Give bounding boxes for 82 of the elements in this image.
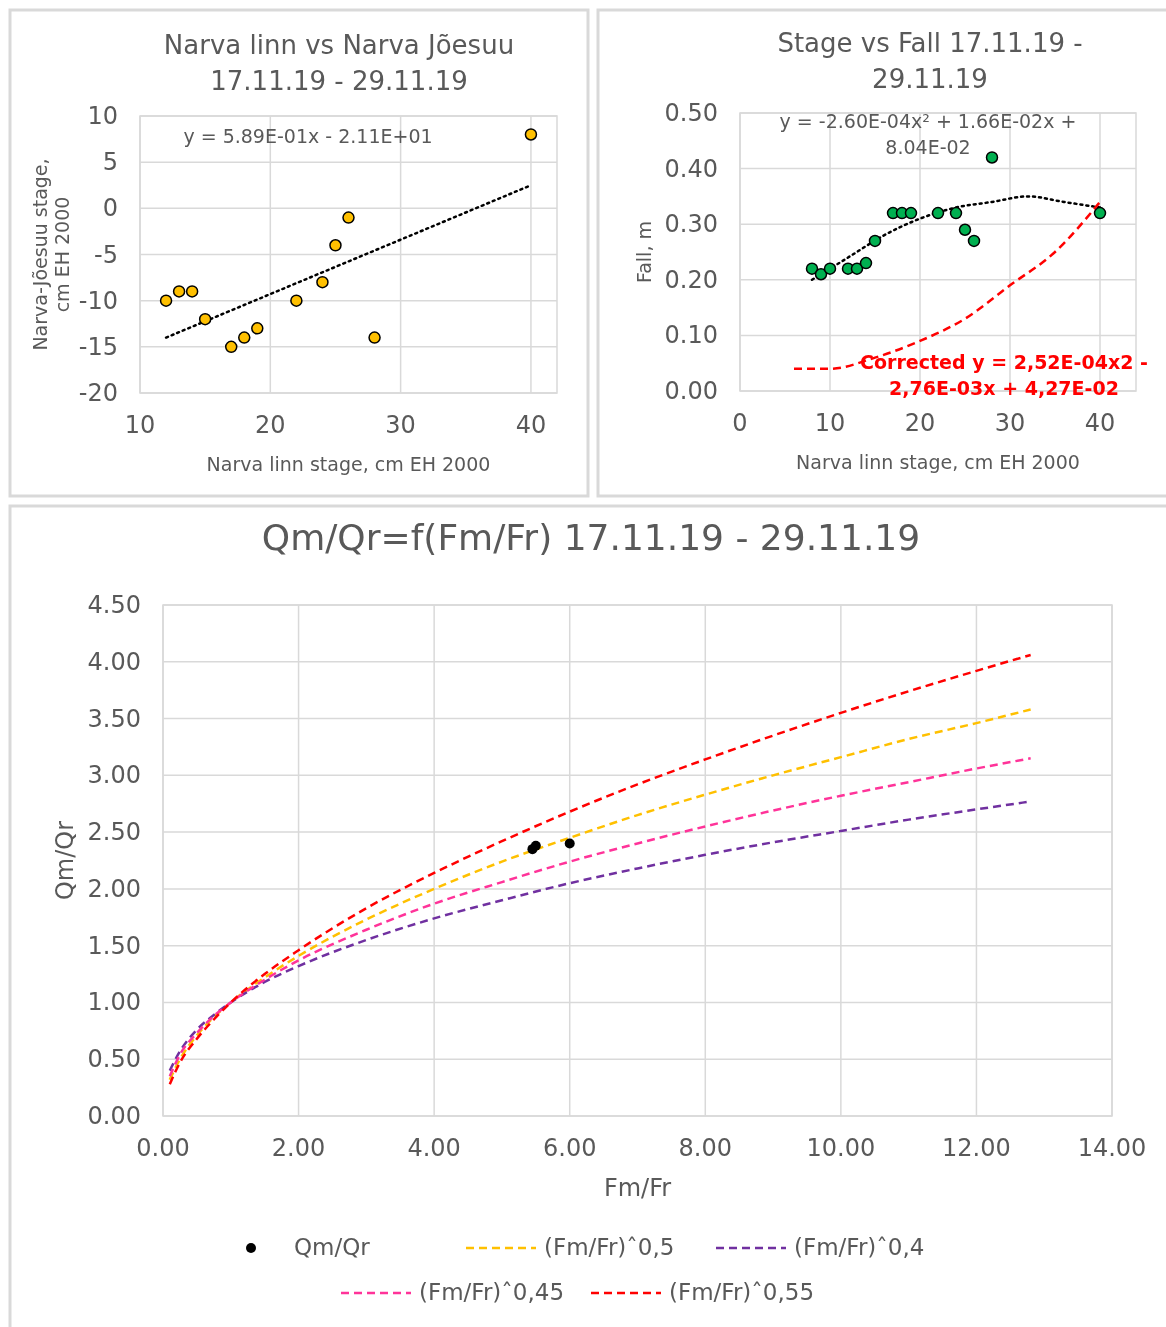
point (316, 275, 329, 289)
y-tick-label: 4.50 (87, 591, 141, 619)
legend-label: (Fm/Fr)ˆ0,5 (544, 1234, 675, 1260)
point (342, 211, 355, 224)
point (329, 239, 342, 252)
point (185, 285, 199, 298)
point (368, 331, 381, 344)
point (251, 322, 264, 335)
y-tick-label: 0.10 (664, 321, 718, 350)
point (198, 312, 212, 326)
y-tick-label: -5 (94, 240, 118, 269)
chart-title: Stage vs Fall 17.11.19 - 29.11.19 (777, 28, 1083, 94)
x-tick-label: 10.00 (806, 1134, 876, 1162)
point (524, 128, 538, 141)
x-tick-label: 20 (904, 409, 936, 437)
point (172, 285, 186, 298)
y-tick-label: 10 (87, 102, 118, 130)
y-tick-label: 2.50 (87, 818, 141, 847)
y-tick-label: -10 (78, 286, 118, 315)
y-tick-label: -15 (78, 332, 118, 361)
y-tick-label: 5 (102, 148, 118, 177)
point (850, 262, 864, 275)
annotation: y = 5.89E-01x - 2.11E+01 (183, 125, 433, 147)
x-axis-title: Fm/Fr (603, 1174, 672, 1202)
y-axis-title: Narva-Jõesuu stage, cm EH 2000 (29, 158, 73, 351)
y-tick-label: 4.00 (87, 647, 141, 676)
point (859, 256, 873, 270)
point (823, 262, 837, 275)
y-tick-label: 0.40 (664, 154, 718, 183)
point (238, 331, 251, 344)
x-tick-label: 0 (732, 409, 748, 437)
legend-label: (Fm/Fr)ˆ0,4 (794, 1234, 925, 1260)
y-tick-label: -20 (78, 379, 118, 407)
point (805, 262, 819, 275)
x-tick-label: 8.00 (678, 1134, 732, 1162)
x-tick-label: 20 (255, 411, 286, 439)
y-axis-title: Fall, m (633, 221, 655, 283)
y-tick-label: 1.00 (87, 988, 141, 1017)
x-tick-label: 2.00 (271, 1134, 326, 1162)
point (949, 206, 963, 220)
x-tick-label: 30 (385, 411, 416, 439)
y-tick-label: 2.00 (87, 874, 141, 903)
point (904, 206, 918, 220)
point (159, 294, 173, 307)
y-tick-label: 0.00 (87, 1102, 141, 1130)
y-tick-label: 3.00 (87, 761, 141, 790)
y-axis-title: Qm/Qr (51, 820, 79, 901)
x-tick-label: 40 (1084, 409, 1116, 437)
x-tick-label: 30 (994, 409, 1026, 437)
point (931, 206, 945, 220)
x-axis-title: Narva linn stage, cm EH 2000 (796, 451, 1080, 473)
y-tick-label: 0.20 (664, 265, 718, 294)
y-tick-label: 0 (102, 194, 118, 223)
point (1093, 206, 1107, 220)
point (958, 223, 972, 237)
legend-label: (Fm/Fr)ˆ0,55 (669, 1279, 815, 1305)
x-tick-label: 12.00 (942, 1134, 1011, 1162)
legend-label: (Fm/Fr)ˆ0,45 (419, 1279, 565, 1305)
chart-title: Qm/Qr=f(Fm/Fr) 17.11.19 - 29.11.19 (261, 517, 921, 558)
annotation: Corrected y = 2,52E-04x2 - 2,76E-03x + 4,27E-02 (860, 351, 1148, 399)
y-tick-label: 0.00 (664, 377, 718, 405)
point (868, 234, 882, 248)
x-tick-label: 10 (814, 409, 846, 437)
x-tick-label: 0.00 (136, 1134, 190, 1162)
y-tick-label: 0.50 (664, 99, 718, 127)
x-tick-label: 6.00 (543, 1134, 597, 1162)
legend-label: Qm/Qr (294, 1234, 371, 1260)
x-tick-label: 14.00 (1077, 1134, 1147, 1162)
point (967, 234, 981, 248)
point (290, 294, 303, 307)
y-tick-label: 0.50 (87, 1045, 141, 1074)
y-tick-label: 1.50 (87, 931, 141, 960)
x-tick-label: 4.00 (407, 1134, 461, 1162)
point (224, 340, 238, 354)
y-tick-label: 3.50 (87, 704, 141, 733)
x-axis-title: Narva linn stage, cm EH 2000 (206, 453, 491, 475)
point (985, 151, 999, 164)
y-tick-label: 0.30 (664, 210, 718, 239)
x-tick-label: 40 (515, 411, 547, 439)
annotation: y = -2.60E-04x² + 1.66E-02x + 8.04E-02 (779, 110, 1077, 158)
chart-title: Narva linn vs Narva Jõesuu 17.11.19 - 29.11.19 (163, 30, 515, 96)
point (814, 267, 828, 281)
